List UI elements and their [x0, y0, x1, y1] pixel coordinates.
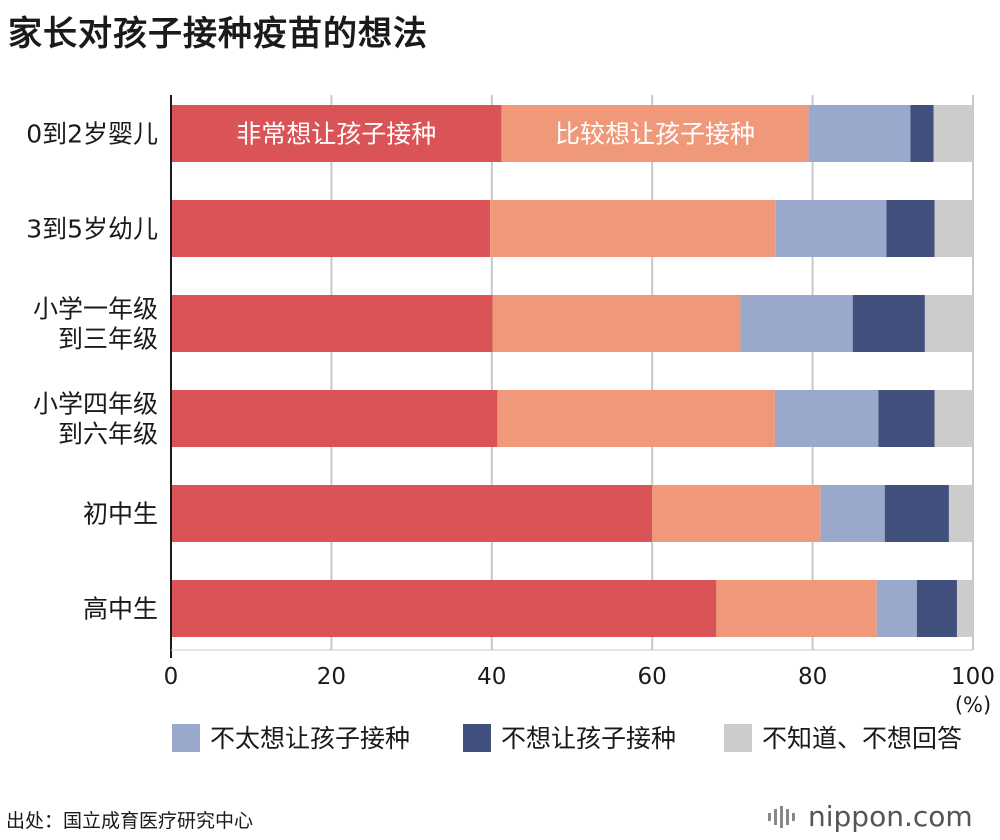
- x-tick-label: 60: [638, 664, 667, 690]
- category-label: 0到2岁婴儿: [26, 120, 158, 149]
- bar-segment: [933, 105, 973, 162]
- chart-title: 家长对孩子接种疫苗的想法: [8, 14, 428, 54]
- bar-segment: [171, 485, 653, 542]
- in-bar-label: 比较想让孩子接种: [555, 120, 755, 149]
- bar-segment: [886, 200, 935, 257]
- x-unit-label: (%): [955, 693, 991, 717]
- source-note: 出处：国立成育医疗研究中心: [6, 810, 254, 832]
- brand-logo: nippon.com: [766, 800, 973, 833]
- bar-segment: [808, 105, 911, 162]
- bar-segment: [910, 105, 934, 162]
- x-tick-label: 100: [951, 664, 995, 690]
- bar-segment: [775, 200, 887, 257]
- legend-label: 不太想让孩子接种: [210, 724, 410, 753]
- bar-segment: [774, 390, 879, 447]
- category-label: 小学一年级: [33, 295, 158, 324]
- bar-segment: [878, 390, 935, 447]
- bar-segment: [716, 580, 877, 637]
- category-label: 到六年级: [58, 420, 158, 449]
- bar-segment: [876, 580, 917, 637]
- bar-segment: [171, 105, 502, 162]
- legend-swatch: [463, 724, 491, 752]
- legend-swatch: [172, 724, 200, 752]
- x-tick-label: 20: [317, 664, 346, 690]
- legend-label: 不知道、不想回答: [762, 724, 962, 753]
- bar-segment: [852, 295, 925, 352]
- in-bar-label: 非常想让孩子接种: [236, 120, 436, 149]
- bar-segment: [884, 485, 949, 542]
- bar-segment: [171, 390, 498, 447]
- bar-segment: [171, 580, 717, 637]
- bar-segment: [916, 580, 957, 637]
- bar-segment: [171, 200, 491, 257]
- bar-segment: [492, 295, 741, 352]
- bar-segment: [171, 295, 493, 352]
- bar-segment: [740, 295, 853, 352]
- category-label: 3到5岁幼儿: [26, 215, 158, 244]
- bar-segment: [956, 580, 973, 637]
- x-tick-label: 40: [477, 664, 506, 690]
- category-label: 到三年级: [58, 325, 158, 354]
- category-label: 初中生: [83, 500, 158, 529]
- bar-segment: [652, 485, 821, 542]
- bar-segment: [490, 200, 776, 257]
- bar-segment: [948, 485, 973, 542]
- x-tick-label: 80: [798, 664, 827, 690]
- legend-label: 不想让孩子接种: [501, 724, 676, 753]
- bar-segment: [820, 485, 885, 542]
- bar-segment: [924, 295, 973, 352]
- bar-segment: [934, 200, 973, 257]
- x-tick-label: 0: [164, 664, 179, 690]
- brand-mark-icon: [768, 805, 795, 828]
- category-label: 小学四年级: [33, 390, 158, 419]
- category-label: 高中生: [83, 595, 158, 624]
- bar-segment: [497, 390, 775, 447]
- legend-swatch: [724, 724, 752, 752]
- bar-segment: [934, 390, 973, 447]
- bar-segment: [501, 105, 809, 162]
- brand-text: nippon.com: [808, 800, 973, 833]
